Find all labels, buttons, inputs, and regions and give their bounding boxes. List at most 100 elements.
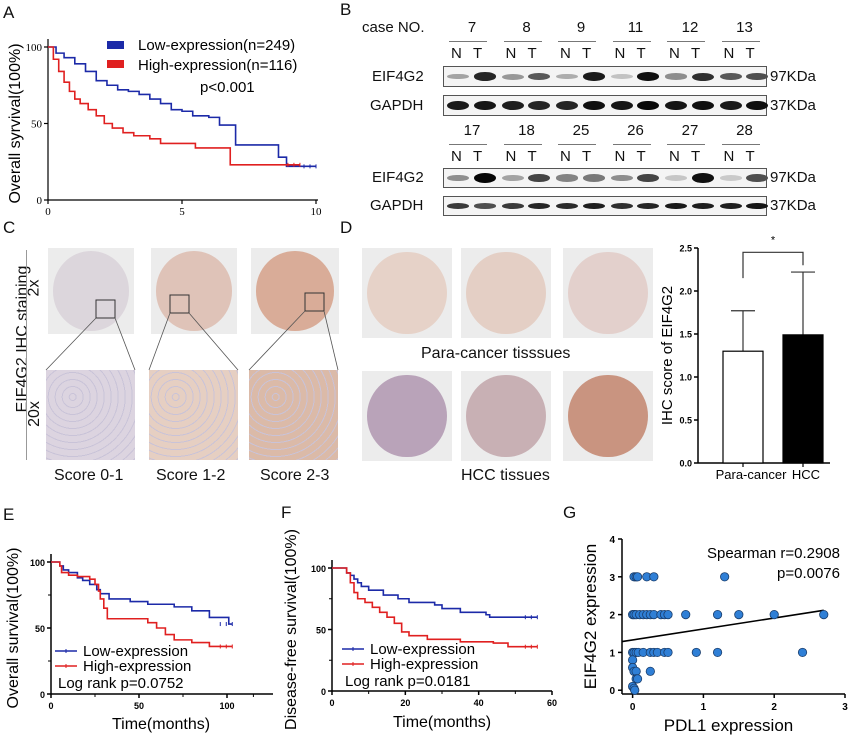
case-number: 18 (518, 122, 535, 139)
lane-label-normal: N (505, 148, 517, 165)
score-label-0-1: Score 0-1 (54, 467, 124, 484)
x-axis-label: PDL1 expression (664, 716, 793, 735)
y-tick-label: 2 (609, 611, 615, 622)
case-bracket-line (558, 41, 596, 42)
protein-band (582, 72, 605, 81)
y-tick-label: 2.5 (679, 244, 692, 254)
protein-band (610, 100, 633, 111)
y-tick-label: 2.0 (679, 287, 692, 297)
case-bracket-line (503, 144, 542, 145)
y-axis-label: Overall syrvival(100%) (7, 43, 24, 203)
scatter-point (663, 610, 673, 620)
x-tick-label: 10 (311, 206, 323, 215)
eif4g2-row1-blot-strip (443, 66, 768, 87)
legend-label-low: Low-expression(n=249) (138, 37, 295, 54)
x-tick-label: 1 (701, 702, 707, 713)
case-bracket-line (449, 41, 487, 42)
regression-line (621, 609, 824, 643)
lane-label-normal: N (560, 45, 571, 62)
para-cancer-core (362, 248, 452, 338)
y-tick-label: 50 (35, 624, 45, 634)
lane-label-tumor: T (636, 148, 646, 165)
protein-band (610, 174, 633, 182)
protein-band (691, 72, 714, 81)
lane-label-tumor: T (527, 45, 537, 62)
protein-band (447, 203, 469, 209)
lane-label-normal: N (614, 148, 626, 165)
case-bracket-line (612, 41, 651, 42)
gapdh-row1-protein-label: GAPDH (370, 96, 424, 114)
protein-band (746, 100, 768, 111)
protein-band (501, 203, 524, 209)
protein-band (665, 202, 687, 210)
y-tick-label: 0 (40, 690, 45, 700)
high-expression-curve (48, 46, 300, 166)
protein-band (501, 174, 524, 182)
scatter-point (734, 610, 744, 620)
ihc-score-bar-chart: 0.0 0.5 1.0 1.5 2.0 2.5 Para-cancer HCC * IHC sco… (659, 235, 830, 482)
gapdh-row2-molecular-weight: 37KDa (770, 197, 816, 214)
tissue-core (367, 374, 447, 458)
x-tick-label: 60 (547, 698, 557, 708)
hcc-core (563, 371, 653, 461)
y-tick-label: 0.0 (679, 459, 692, 469)
protein-band (746, 72, 768, 81)
lane-label-tumor: T (745, 148, 755, 165)
case-number: 27 (681, 122, 699, 139)
y-axis-label: Overall survival(100%) (5, 548, 22, 709)
case-number: 12 (681, 19, 699, 36)
protein-band (719, 202, 742, 210)
scatter-point (720, 572, 730, 582)
scatter-point (769, 610, 779, 620)
ihc-side-divider (26, 250, 27, 460)
case-bracket-line (667, 144, 705, 145)
eif4g2-row1-molecular-weight: 97KDa (770, 67, 816, 85)
protein-band (473, 72, 496, 81)
y-axis-label: Disease-free survival(100%) (283, 529, 300, 730)
tissue-core (256, 251, 334, 331)
case-bracket-line (558, 144, 596, 145)
lane-label-tumor: T (582, 148, 592, 165)
lane-label-tumor: T (636, 45, 646, 62)
hcc-tissues-label: HCC tissues (461, 467, 550, 484)
panel-label-f: F (281, 503, 292, 522)
low-expression-curve (332, 567, 538, 618)
case-number: 26 (627, 122, 644, 139)
x-tick-label: 0 (48, 701, 53, 711)
tissue-core (53, 251, 129, 331)
ihc-micrograph-20x (149, 370, 238, 460)
zoom-line (45, 317, 97, 371)
scatter-point (797, 647, 808, 658)
y-tick-label: 0 (609, 686, 615, 697)
gapdh-row1-molecular-weight: 37KDa (770, 96, 816, 114)
protein-band (691, 202, 714, 210)
protein-band (556, 174, 578, 182)
y-axis-label: EIF4G2 expression (581, 544, 600, 690)
protein-band (501, 100, 524, 111)
low-expression-curve (51, 561, 233, 625)
protein-band (610, 203, 633, 209)
case-bracket-line (612, 144, 651, 145)
case-number: 9 (576, 19, 586, 36)
x-tick-label: 0 (329, 698, 334, 708)
tissue-core (568, 251, 648, 335)
protein-band (610, 73, 633, 80)
case-number: 8 (522, 19, 531, 36)
zoom-line (323, 310, 339, 371)
y-tick-label: 0 (321, 687, 326, 697)
eif4g2-row1-protein-label: EIF4G2 (372, 67, 424, 85)
x-tick-label: 0 (630, 702, 636, 713)
protein-band (582, 174, 605, 182)
y-tick-label: 0.5 (679, 416, 692, 426)
protein-band (637, 72, 659, 81)
x-tick-label: 100 (219, 701, 234, 711)
protein-band (582, 100, 605, 111)
zoom-line (248, 310, 306, 371)
protein-band (637, 202, 659, 210)
y-tick-label: 1.0 (679, 373, 692, 383)
protein-band (637, 173, 659, 183)
protein-band (691, 100, 714, 111)
lane-label-normal: N (614, 45, 626, 62)
x-tick-label: HCC (792, 467, 820, 482)
zoom-region-box (304, 292, 325, 312)
